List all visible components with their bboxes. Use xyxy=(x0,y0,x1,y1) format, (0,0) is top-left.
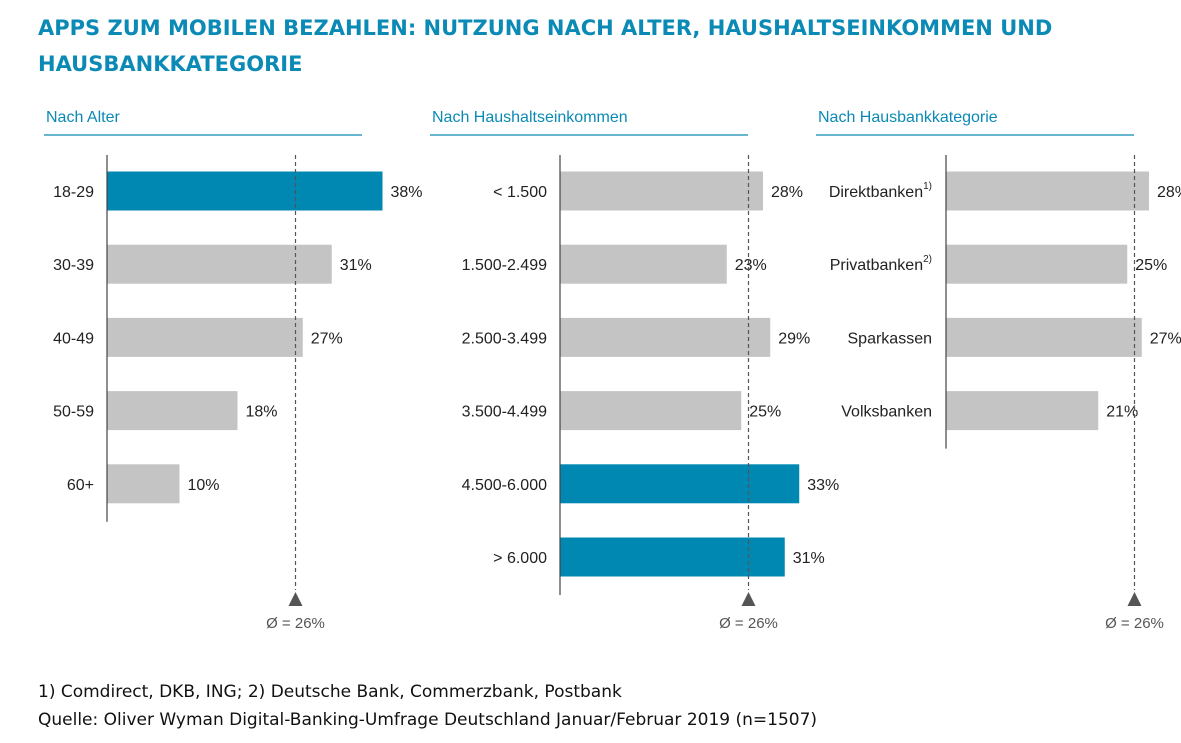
value-label: 21% xyxy=(1106,404,1138,421)
category-label: < 1.500 xyxy=(493,184,547,201)
category-label: > 6.000 xyxy=(493,550,547,567)
category-label: Sparkassen xyxy=(848,330,933,347)
category-label: 60+ xyxy=(67,477,94,494)
average-marker-icon xyxy=(288,592,303,606)
panel-title: Nach Hausbankkategorie xyxy=(818,109,998,126)
value-label: 23% xyxy=(735,257,767,274)
bar-50-59 xyxy=(107,391,238,431)
bar-2-500-3-499 xyxy=(560,317,771,357)
footnote-mark: 2) xyxy=(923,254,932,265)
category-label: 2.500-3.499 xyxy=(462,330,548,347)
bar-4-500-6-000 xyxy=(560,464,800,504)
footnotes: 1) Comdirect, DKB, ING; 2) Deutsche Bank… xyxy=(38,678,817,734)
bar-1-500 xyxy=(560,171,763,211)
value-label: 28% xyxy=(771,184,803,201)
footnote-source: Quelle: Oliver Wyman Digital-Banking-Umf… xyxy=(38,710,818,730)
bar-40-49 xyxy=(107,317,303,357)
category-label: Direktbanken1) xyxy=(829,181,932,201)
value-label: 33% xyxy=(807,477,839,494)
chart-title: APPS ZUM MOBILEN BEZAHLEN: NUTZUNG NACH … xyxy=(38,10,1158,82)
chart-panel-3: Nach Hausbankkategorie Direktbanken1) 28% P… xyxy=(816,109,1181,632)
value-label: 25% xyxy=(1135,257,1167,274)
chart-panel-1: Nach Alter 18-29 38% 30-39 31% 40-49 27% 50-59 1… xyxy=(44,109,423,632)
chart-title-line-2: HAUSBANKKATEGORIE xyxy=(38,52,303,76)
bar-1-500-2-499 xyxy=(560,244,727,284)
value-label: 29% xyxy=(778,330,810,347)
chart-title-line-1: APPS ZUM MOBILEN BEZAHLEN: NUTZUNG NACH … xyxy=(38,16,1053,40)
bar-18-29 xyxy=(107,171,383,211)
average-marker-icon xyxy=(1127,592,1142,606)
value-label: 38% xyxy=(391,184,423,201)
category-label: 30-39 xyxy=(53,257,94,274)
value-label: 27% xyxy=(1150,330,1181,347)
category-label: 40-49 xyxy=(53,330,94,347)
footnote-mark: 1) xyxy=(923,181,932,192)
average-marker-icon xyxy=(741,592,756,606)
category-label: 1.500-2.499 xyxy=(462,257,548,274)
bar-privatbanken xyxy=(946,244,1128,284)
panel-title: Nach Haushaltseinkommen xyxy=(432,109,628,126)
value-label: 31% xyxy=(340,257,372,274)
bar-sparkassen xyxy=(946,317,1142,357)
average-label: Ø = 26% xyxy=(719,615,778,632)
value-label: 10% xyxy=(188,477,220,494)
value-label: 27% xyxy=(311,330,343,347)
bar-30-39 xyxy=(107,244,332,284)
bar-6-000 xyxy=(560,537,785,577)
average-label: Ø = 26% xyxy=(266,615,325,632)
bar-3-500-4-499 xyxy=(560,391,742,431)
value-label: 31% xyxy=(793,550,825,567)
category-label: 18-29 xyxy=(53,184,94,201)
bar-direktbanken xyxy=(946,171,1149,211)
category-label: Privatbanken2) xyxy=(830,254,932,274)
value-label: 28% xyxy=(1157,184,1181,201)
category-label: 4.500-6.000 xyxy=(462,477,548,494)
value-label: 18% xyxy=(246,404,278,421)
footnote-banks: 1) Comdirect, DKB, ING; 2) Deutsche Bank… xyxy=(38,682,622,702)
category-label: 50-59 xyxy=(53,404,94,421)
category-label: 3.500-4.499 xyxy=(462,404,548,421)
category-label: Volksbanken xyxy=(841,404,932,421)
value-label: 25% xyxy=(749,404,781,421)
bar-volksbanken xyxy=(946,391,1099,431)
chart-panel-2: Nach Haushaltseinkommen < 1.500 28% 1.500-2… xyxy=(430,109,839,632)
bar-60 xyxy=(107,464,180,504)
average-label: Ø = 26% xyxy=(1105,615,1164,632)
panel-title: Nach Alter xyxy=(46,109,120,126)
